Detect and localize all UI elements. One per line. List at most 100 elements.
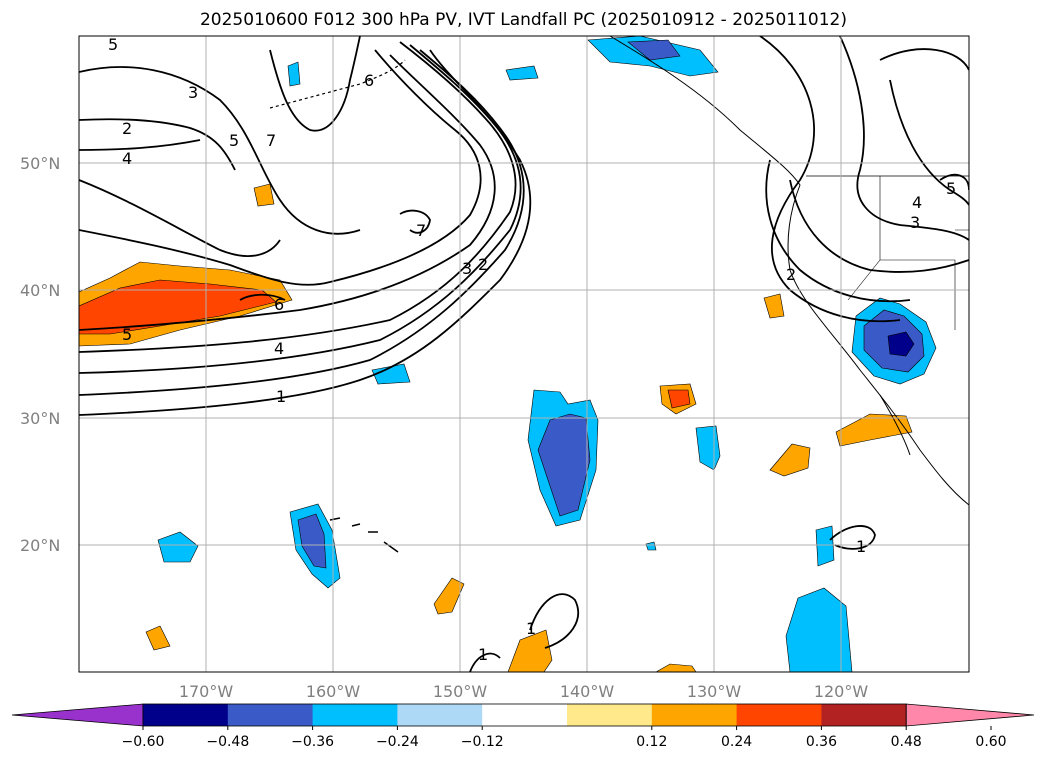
contour-12 (239, 293, 286, 301)
contour-e1 (759, 36, 901, 323)
contour-e3 (789, 179, 969, 273)
colorbar-segment (312, 704, 398, 726)
colorbar-segment (143, 704, 229, 726)
contour-label: 3 (910, 213, 920, 232)
contour-label: 6 (274, 295, 284, 314)
colorbar-segment (736, 704, 822, 726)
lat-label-40n: 40°N (20, 281, 60, 300)
colorbar-tick-label: 0.24 (721, 734, 752, 750)
contour-s1 (469, 652, 501, 672)
lon-label-150w: 150°W (433, 682, 488, 701)
coast-north-america (609, 36, 969, 506)
shade-baja-orange (769, 443, 811, 477)
contour-10 (79, 179, 281, 257)
colorbar-tick-label: −0.12 (461, 734, 504, 750)
contour-label: 4 (122, 149, 132, 168)
colorbar-tick-label: −0.36 (291, 734, 334, 750)
contour-label: 5 (122, 325, 132, 344)
contour-4 (79, 41, 517, 353)
contour-label: 7 (266, 131, 276, 150)
contour-label: 1 (478, 645, 488, 664)
contour-8 (79, 118, 236, 171)
contour-label: 2 (122, 119, 132, 138)
lon-label-120w: 120°W (814, 682, 869, 701)
shade-tiny-dot (645, 541, 657, 551)
aleutian-islands (269, 59, 406, 109)
colorbar-segment (397, 704, 483, 726)
contour-9 (79, 139, 201, 151)
shade-hawaii-inner (297, 513, 327, 569)
lat-label-30n: 30°N (20, 409, 60, 428)
contour-11 (269, 36, 361, 132)
colorbar-segment (651, 704, 738, 726)
lon-label-170w: 170°W (179, 682, 234, 701)
colorbar-tick-label: −0.48 (206, 734, 249, 750)
contour-label: 2 (478, 255, 488, 274)
contour-label: 1 (276, 387, 286, 406)
shade-aleutian (287, 61, 301, 87)
colorbar-tick-label: 0.36 (806, 734, 837, 750)
contour-e2 (765, 159, 911, 303)
shade-coast-dot (763, 293, 785, 319)
contour-13 (399, 209, 431, 234)
hawaii-islands (329, 517, 399, 553)
colorbar: −0.60 −0.48 −0.36 −0.24 −0.12 0.12 0.24 0.36 0.4… (11, 703, 1035, 750)
lon-label-130w: 130°W (687, 682, 742, 701)
contour-label: 4 (912, 193, 922, 212)
shade-mexico-offshore (835, 413, 913, 447)
shade-west-band-inner (79, 279, 277, 335)
contour-e5 (879, 48, 969, 71)
contour-label: 1 (526, 619, 536, 638)
contour-label: 1 (856, 537, 866, 556)
lon-label-160w: 160°W (306, 682, 361, 701)
contour-s3 (829, 525, 876, 550)
contour-label: 7 (416, 221, 426, 240)
shade-small-n (505, 65, 539, 81)
colorbar-segment (227, 704, 314, 726)
shade-central-inner (537, 413, 591, 517)
coast-baja (879, 394, 911, 456)
colorbar-extend-min (11, 703, 144, 727)
colorbar-segment (482, 704, 568, 726)
coastlines (269, 36, 969, 553)
lon-label-140w: 140°W (560, 682, 615, 701)
border-states (847, 176, 969, 330)
positive-shading (79, 183, 913, 672)
contour-7 (79, 66, 361, 235)
shade-south-3 (507, 629, 553, 672)
contour-label: 5 (108, 35, 118, 54)
contour-label: 4 (274, 339, 284, 358)
shade-south-1 (433, 577, 465, 615)
contour-label: 6 (364, 71, 374, 90)
contour-s2 (529, 593, 580, 649)
latitude-axis: 50°N 40°N 30°N 20°N (20, 154, 60, 555)
colorbar-extend-max (905, 703, 1035, 727)
colorbar-segment (821, 704, 907, 726)
longitude-axis: 170°W 160°W 150°W 140°W 130°W 120°W (179, 682, 869, 701)
colorbar-tick-label: 0.12 (636, 734, 667, 750)
contour-label: 3 (462, 259, 472, 278)
shade-se-outer (785, 587, 853, 672)
contour-3 (79, 44, 522, 374)
colorbar-tick-label: −0.60 (122, 734, 165, 750)
plot-area (79, 36, 969, 672)
lat-label-20n: 20°N (20, 536, 60, 555)
shade-south-2 (145, 625, 171, 651)
shade-small-east-inner (667, 389, 691, 409)
negative-shading (157, 36, 937, 672)
shade-baja-small (815, 525, 835, 567)
contour-label: 5 (229, 131, 239, 150)
colorbar-segment (567, 704, 653, 726)
colorbar-tick-label: 0.60 (975, 734, 1006, 750)
shade-nw-dot (253, 183, 275, 207)
graticule (79, 36, 969, 672)
contour-label: 2 (786, 265, 796, 284)
contour-label: 5 (946, 179, 956, 198)
shade-calif-core (887, 331, 915, 357)
colorbar-outline (142, 703, 907, 727)
shade-west-dot (157, 531, 199, 563)
colorbar-tick-label: −0.24 (376, 734, 419, 750)
contour-2 (79, 49, 525, 396)
contour-e6 (889, 79, 969, 206)
